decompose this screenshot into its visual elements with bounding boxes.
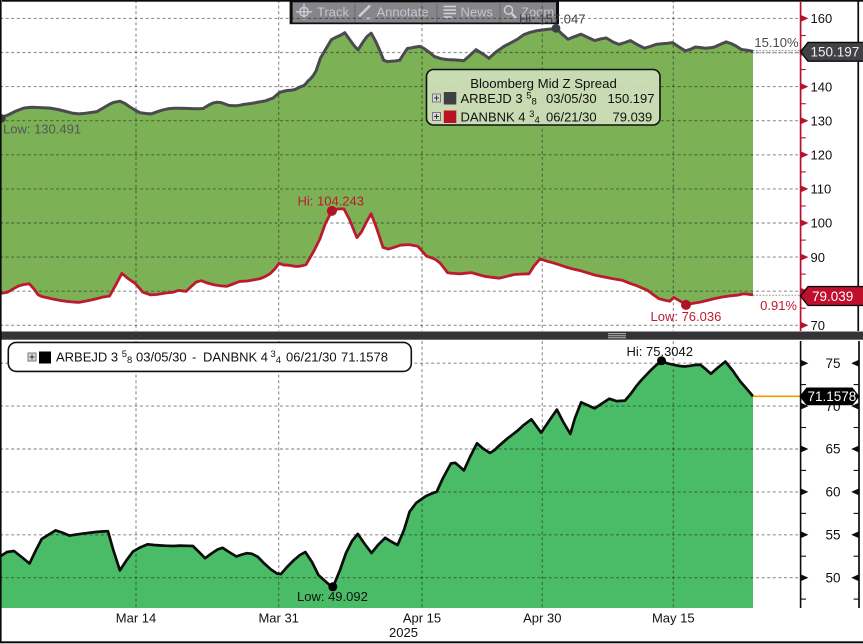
- svg-text:55: 55: [825, 528, 840, 543]
- svg-text:Apr 30: Apr 30: [523, 611, 561, 626]
- svg-text:60: 60: [825, 485, 840, 500]
- svg-text:50: 50: [825, 570, 840, 585]
- svg-text:100: 100: [811, 216, 833, 231]
- svg-text:75: 75: [825, 356, 840, 371]
- svg-text:Mar 31: Mar 31: [258, 611, 298, 626]
- svg-text:Hi: 157.047: Hi: 157.047: [519, 11, 586, 26]
- svg-text:130: 130: [811, 113, 833, 128]
- svg-text:Annotate: Annotate: [377, 5, 429, 20]
- svg-text:News: News: [461, 5, 494, 20]
- svg-text:Low: 76.036: Low: 76.036: [651, 309, 722, 324]
- svg-text:65: 65: [825, 442, 840, 457]
- svg-text:Low: 49.092: Low: 49.092: [297, 589, 368, 604]
- svg-text:71.1578: 71.1578: [808, 389, 857, 404]
- svg-text:Track: Track: [317, 5, 350, 20]
- svg-text:0.91%: 0.91%: [760, 298, 797, 313]
- svg-text:Apr 15: Apr 15: [403, 611, 441, 626]
- svg-text:70: 70: [811, 318, 825, 333]
- svg-text:90: 90: [811, 250, 825, 265]
- svg-text:140: 140: [811, 79, 833, 94]
- svg-text:110: 110: [811, 182, 832, 197]
- svg-text:Zoom: Zoom: [521, 5, 554, 20]
- svg-text:15.10%: 15.10%: [754, 35, 799, 50]
- svg-text:Bloomberg Mid Z Spread: Bloomberg Mid Z Spread: [470, 76, 617, 91]
- svg-text:Mar 14: Mar 14: [116, 611, 156, 626]
- svg-text:May 15: May 15: [652, 611, 695, 626]
- svg-text:ARBEJD 3 58 03/05/30-DANBNK 43: ARBEJD 3 58 03/05/30- DANBNK 4 34 06/21/30 7…: [56, 349, 388, 366]
- svg-text:Hi: 104.243: Hi: 104.243: [298, 194, 365, 209]
- svg-text:Low: 130.491: Low: 130.491: [3, 122, 81, 137]
- svg-text:79.039: 79.039: [812, 289, 853, 304]
- svg-text:150.197: 150.197: [811, 45, 860, 60]
- svg-text:2025: 2025: [389, 625, 418, 640]
- svg-text:160: 160: [811, 11, 833, 26]
- svg-text:120: 120: [811, 148, 833, 163]
- svg-text:Hi: 75.3042: Hi: 75.3042: [627, 344, 694, 359]
